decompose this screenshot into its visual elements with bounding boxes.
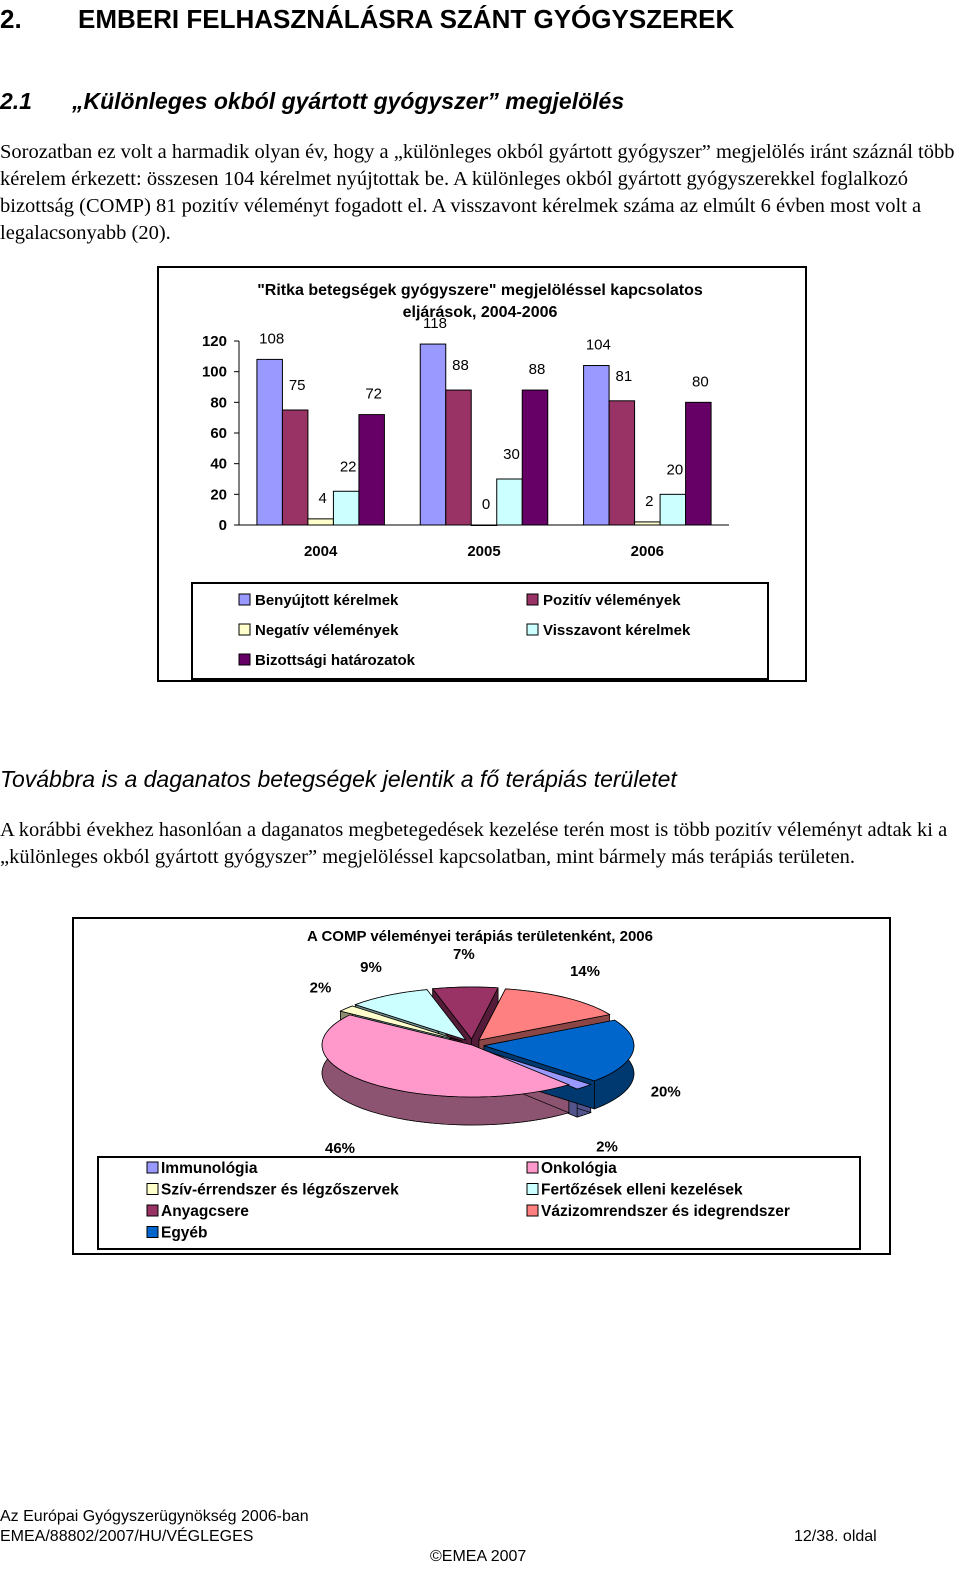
- chart-title: A COMP véleményei terápiás területenként…: [307, 928, 653, 945]
- data-label: 88: [452, 357, 469, 374]
- legend-swatch: [146, 1183, 159, 1195]
- footer-line: Az Európai Gyógyszerügynökség 2006-ban: [0, 1508, 309, 1525]
- legend-swatch: [146, 1161, 159, 1174]
- bar: [496, 478, 523, 526]
- bar: [281, 409, 309, 526]
- y-tick-label: 0: [219, 517, 227, 534]
- legend-label: Pozitív vélemények: [543, 592, 681, 609]
- bar: [685, 401, 712, 526]
- bar: [332, 490, 360, 526]
- data-label: 46%: [325, 1140, 355, 1157]
- data-label: 7%: [453, 946, 475, 963]
- legend-swatch: [238, 593, 251, 606]
- pie-slice: [480, 1048, 592, 1090]
- pie-slice: [431, 986, 499, 1040]
- legend-label: Egyéb: [161, 1225, 208, 1242]
- bar: [583, 365, 610, 526]
- paragraph: A korábbi évekhez hasonlóan a daganatos …: [0, 819, 948, 868]
- legend-swatch: [526, 1161, 539, 1174]
- bar: [521, 389, 549, 526]
- legend-swatch: [146, 1204, 159, 1217]
- legend-box: [191, 582, 769, 680]
- heading-title: EMBERI FELHASZNÁLÁSRA SZÁNT GYÓGYSZEREK: [78, 4, 735, 34]
- data-label: 9%: [360, 959, 382, 976]
- legend-label: Anyagcsere: [161, 1203, 249, 1220]
- pie-slice: [321, 1014, 571, 1098]
- legend-label: Szív-érrendszer és légzőszervek: [161, 1182, 399, 1199]
- legend-label: Visszavont kérelmek: [543, 622, 691, 639]
- bar: [634, 521, 661, 526]
- footer-line: EMEA/88802/2007/HU/VÉGLEGES: [0, 1528, 254, 1545]
- section-heading: Továbbra is a daganatos betegségek jelen…: [0, 766, 677, 792]
- y-tick-label: 100: [202, 364, 227, 381]
- x-tick-label: 2005: [467, 543, 500, 560]
- legend-box: [97, 1156, 861, 1250]
- paragraph: Sorozatban ez volt a harmadik olyan év, …: [0, 141, 955, 244]
- data-label: 22: [340, 458, 357, 475]
- data-label: 75: [289, 377, 306, 394]
- legend-label: Onkológia: [541, 1160, 617, 1177]
- copyright: ©EMEA 2007: [430, 1548, 527, 1565]
- legend-swatch: [238, 623, 251, 636]
- data-label: 80: [692, 373, 709, 390]
- data-label: 20: [666, 461, 683, 478]
- x-tick-label: 2004: [304, 543, 338, 560]
- pie-slice: [478, 988, 611, 1041]
- bar: [659, 493, 687, 526]
- legend-swatch: [526, 593, 539, 606]
- bar: [307, 518, 334, 526]
- data-label: 0: [482, 496, 490, 513]
- legend-swatch: [526, 623, 539, 636]
- y-tick-label: 60: [210, 425, 227, 442]
- pie-slice: [339, 1005, 463, 1042]
- legend-label: Vázizomrendszer és idegrendszer: [541, 1203, 790, 1220]
- data-label: 2%: [596, 1139, 618, 1156]
- bar: [445, 389, 472, 526]
- legend-label: Fertőzések elleni kezelések: [541, 1182, 743, 1199]
- legend-label: Immunológia: [161, 1160, 258, 1177]
- data-label: 14%: [570, 963, 600, 980]
- data-label: 2: [645, 493, 653, 510]
- y-tick-label: 20: [210, 486, 227, 503]
- legend-label: Negatív vélemények: [255, 622, 399, 639]
- legend-swatch: [146, 1226, 159, 1238]
- bar-chart: "Ritka betegségek gyógyszere" megjelölés…: [157, 266, 807, 682]
- bar: [470, 524, 498, 526]
- subheading-title: „Különleges okból gyártott gyógyszer” me…: [72, 88, 625, 114]
- data-label: 4: [318, 490, 326, 507]
- legend-label: Benyújtott kérelmek: [255, 592, 399, 609]
- heading-number: 2.: [0, 4, 22, 34]
- data-label: 81: [615, 368, 632, 385]
- data-label: 118: [423, 315, 447, 332]
- chart-title: eljárások, 2004-2006: [403, 304, 558, 321]
- legend-swatch: [526, 1183, 539, 1195]
- page-number: 12/38. oldal: [794, 1528, 877, 1545]
- bar: [256, 358, 283, 526]
- pie-chart: A COMP véleményei terápiás területenként…: [72, 917, 891, 1255]
- legend-swatch: [238, 653, 251, 666]
- subheading-number: 2.1: [0, 88, 32, 114]
- data-label: 104: [586, 337, 611, 354]
- y-tick-label: 80: [210, 394, 227, 411]
- y-tick-label: 120: [202, 333, 227, 350]
- data-label: 72: [365, 386, 382, 403]
- bar: [419, 343, 447, 526]
- bar: [608, 400, 636, 526]
- data-label: 20%: [651, 1083, 681, 1100]
- pie-slice: [354, 989, 467, 1041]
- x-tick-label: 2006: [631, 543, 664, 560]
- chart-title: "Ritka betegségek gyógyszere" megjelölés…: [257, 282, 703, 299]
- bar: [358, 414, 385, 526]
- data-label: 108: [259, 330, 284, 347]
- y-tick-label: 40: [210, 456, 227, 473]
- data-label: 30: [503, 446, 520, 463]
- data-label: 88: [529, 361, 546, 378]
- legend-swatch: [526, 1204, 539, 1217]
- pie-slice: [483, 1019, 635, 1082]
- data-label: 2%: [310, 980, 332, 997]
- legend-label: Bizottsági határozatok: [255, 652, 416, 669]
